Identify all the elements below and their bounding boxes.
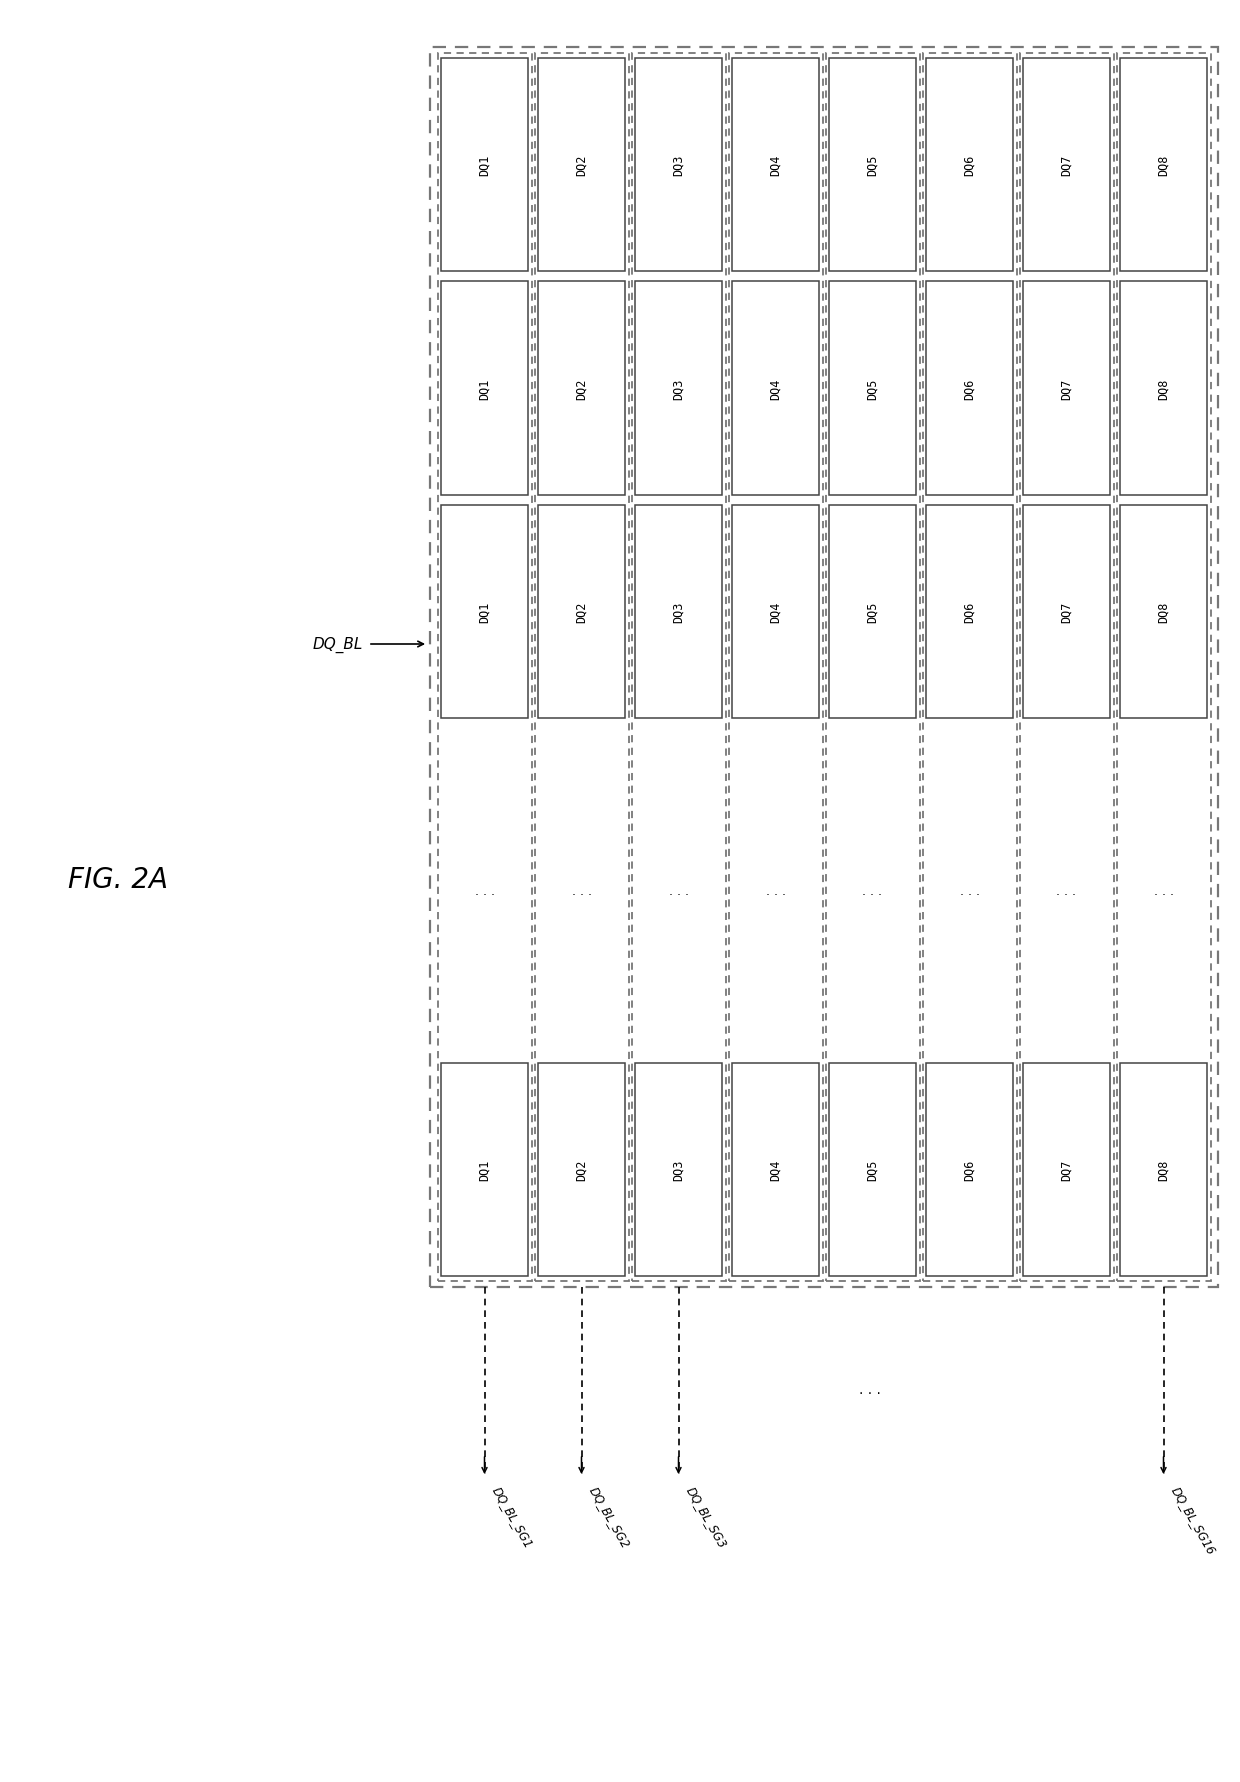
Text: . . .: . . . xyxy=(765,884,785,898)
Bar xyxy=(1023,282,1110,495)
Text: DQ5: DQ5 xyxy=(866,378,879,399)
Text: DQ5: DQ5 xyxy=(866,601,879,622)
Bar xyxy=(1023,59,1110,273)
Text: . . .: . . . xyxy=(668,884,688,898)
Bar xyxy=(635,59,722,273)
Bar xyxy=(441,282,528,495)
Text: DQ4: DQ4 xyxy=(769,1158,782,1180)
Text: FIG. 2A: FIG. 2A xyxy=(68,866,167,893)
Bar xyxy=(631,53,725,1281)
Text: DQ3: DQ3 xyxy=(672,601,684,622)
Bar xyxy=(534,53,629,1281)
Bar xyxy=(830,59,916,273)
Bar xyxy=(732,506,818,718)
Text: DQ3: DQ3 xyxy=(672,1158,684,1180)
Bar xyxy=(538,506,625,718)
Bar xyxy=(538,282,625,495)
Text: . . .: . . . xyxy=(863,884,883,898)
Text: DQ1: DQ1 xyxy=(477,601,491,622)
Text: DQ5: DQ5 xyxy=(866,1158,879,1180)
Bar xyxy=(538,1064,625,1276)
Text: DQ4: DQ4 xyxy=(769,378,782,399)
Text: DQ5: DQ5 xyxy=(866,155,879,176)
Bar xyxy=(438,53,532,1281)
Text: DQ3: DQ3 xyxy=(672,155,684,176)
Bar xyxy=(826,53,920,1281)
Text: DQ1: DQ1 xyxy=(477,155,491,176)
Bar xyxy=(1120,282,1207,495)
Text: DQ8: DQ8 xyxy=(1157,378,1171,399)
Text: DQ2: DQ2 xyxy=(575,601,588,622)
Bar xyxy=(926,59,1013,273)
Text: DQ_BL_SG3: DQ_BL_SG3 xyxy=(683,1484,729,1550)
Bar xyxy=(1023,506,1110,718)
Text: DQ6: DQ6 xyxy=(963,378,976,399)
Bar xyxy=(830,1064,916,1276)
Bar xyxy=(635,1064,722,1276)
Text: DQ2: DQ2 xyxy=(575,155,588,176)
Text: DQ7: DQ7 xyxy=(1060,601,1073,622)
Bar xyxy=(1120,506,1207,718)
Text: . . .: . . . xyxy=(1056,884,1076,898)
Text: DQ7: DQ7 xyxy=(1060,155,1073,176)
Text: DQ1: DQ1 xyxy=(477,1158,491,1180)
Text: . . .: . . . xyxy=(960,884,980,898)
Text: DQ_BL: DQ_BL xyxy=(312,636,363,652)
Text: DQ6: DQ6 xyxy=(963,1158,976,1180)
Bar xyxy=(441,59,528,273)
Bar xyxy=(441,1064,528,1276)
Bar xyxy=(1120,59,1207,273)
Text: DQ6: DQ6 xyxy=(963,601,976,622)
Bar xyxy=(732,282,818,495)
Text: DQ_BL_SG2: DQ_BL_SG2 xyxy=(587,1484,632,1550)
Bar xyxy=(1120,1064,1207,1276)
Bar xyxy=(923,53,1017,1281)
Bar xyxy=(732,59,818,273)
Text: DQ1: DQ1 xyxy=(477,378,491,399)
Text: DQ8: DQ8 xyxy=(1157,155,1171,176)
Bar xyxy=(635,506,722,718)
Bar xyxy=(441,506,528,718)
Text: DQ4: DQ4 xyxy=(769,155,782,176)
Bar xyxy=(1116,53,1210,1281)
Text: DQ7: DQ7 xyxy=(1060,1158,1073,1180)
Text: DQ3: DQ3 xyxy=(672,378,684,399)
Text: DQ8: DQ8 xyxy=(1157,1158,1171,1180)
Bar xyxy=(926,1064,1013,1276)
Bar xyxy=(538,59,625,273)
Bar xyxy=(926,282,1013,495)
Bar xyxy=(926,506,1013,718)
Bar xyxy=(1019,53,1114,1281)
Text: DQ2: DQ2 xyxy=(575,1158,588,1180)
Bar xyxy=(430,48,1218,1287)
Text: . . .: . . . xyxy=(1153,884,1173,898)
Bar xyxy=(830,506,916,718)
Text: DQ6: DQ6 xyxy=(963,155,976,176)
Bar xyxy=(729,53,822,1281)
Text: DQ2: DQ2 xyxy=(575,378,588,399)
Text: . . .: . . . xyxy=(475,884,495,898)
Text: DQ_BL_SG1: DQ_BL_SG1 xyxy=(490,1484,536,1550)
Bar xyxy=(830,282,916,495)
Bar xyxy=(635,282,722,495)
Text: DQ8: DQ8 xyxy=(1157,601,1171,622)
Bar xyxy=(732,1064,818,1276)
Text: DQ_BL_SG16: DQ_BL_SG16 xyxy=(1168,1484,1218,1556)
Text: . . .: . . . xyxy=(572,884,591,898)
Bar xyxy=(1023,1064,1110,1276)
Text: DQ7: DQ7 xyxy=(1060,378,1073,399)
Text: DQ4: DQ4 xyxy=(769,601,782,622)
Text: . . .: . . . xyxy=(859,1383,880,1397)
